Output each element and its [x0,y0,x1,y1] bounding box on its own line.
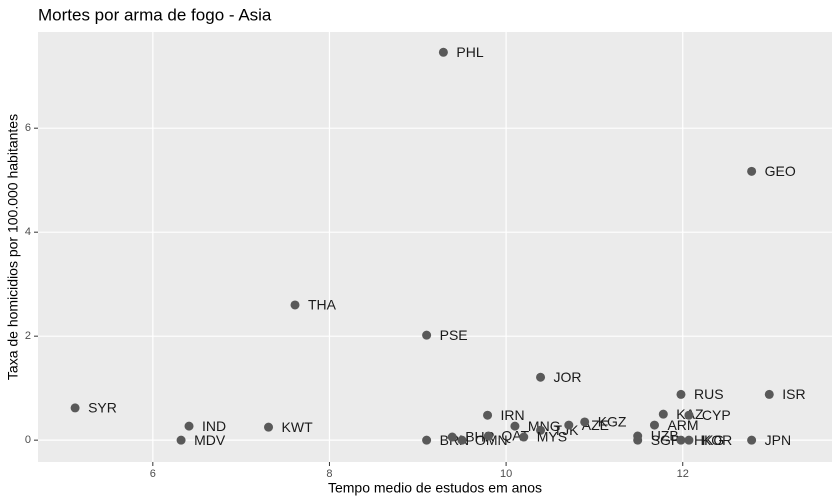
point [70,403,80,413]
y-axis-title: Taxa de homicidios por 100.000 habitante… [5,114,21,380]
point [184,421,194,431]
point-label: PHL [456,44,483,60]
point [764,389,774,399]
point [519,432,529,442]
x-tick-label: 10 [500,468,512,480]
point [658,409,668,419]
y-tick-label: 6 [25,122,31,134]
point [447,432,457,442]
point-label: KGZ [598,414,627,430]
point-label: JPN [765,432,791,448]
point-label: KOR [702,432,732,448]
point-label: UZB [651,428,679,444]
point [483,410,493,420]
point [536,425,546,435]
point-label: JOR [554,369,582,385]
point [483,431,493,441]
point-label: HKG [694,432,724,448]
point-label: ISR [782,386,805,402]
point [747,166,757,176]
point-label: THA [308,297,337,313]
point-label: SYR [88,400,117,416]
point-label: ARM [667,417,698,433]
point [747,435,757,445]
y-tick-label: 0 [25,434,31,446]
point [649,420,659,430]
point-label: GEO [765,163,796,179]
point-label: MYS [537,429,567,445]
point [684,435,694,445]
point [564,420,574,430]
point [438,47,448,57]
point [676,389,686,399]
x-axis-title: Tempo medio de estudos em anos [328,480,542,496]
x-tick-label: 12 [677,468,689,480]
point-label: SGP [651,432,681,448]
point-label: CYP [702,407,731,423]
x-tick-label: 8 [326,468,332,480]
y-tick-label: 4 [25,226,31,238]
point-label: PSE [440,327,468,343]
point [580,417,590,427]
point [510,421,520,431]
point [422,435,432,445]
point [264,422,274,432]
y-tick-label: 2 [25,330,31,342]
plot-panel [38,32,832,462]
point [536,372,546,382]
point [422,330,432,340]
point-label: OMN [475,432,508,448]
chart-title: Mortes por arma de fogo - Asia [38,5,272,24]
point [457,435,467,445]
point-label: MDV [194,432,226,448]
point-label: KWT [282,419,314,435]
point [176,435,186,445]
x-tick-label: 6 [150,468,156,480]
point-label: IRN [501,407,525,423]
point-label: IND [202,418,226,434]
point [684,410,694,420]
point [290,300,300,310]
point [633,435,643,445]
point [676,435,686,445]
point-label: RUS [694,386,724,402]
